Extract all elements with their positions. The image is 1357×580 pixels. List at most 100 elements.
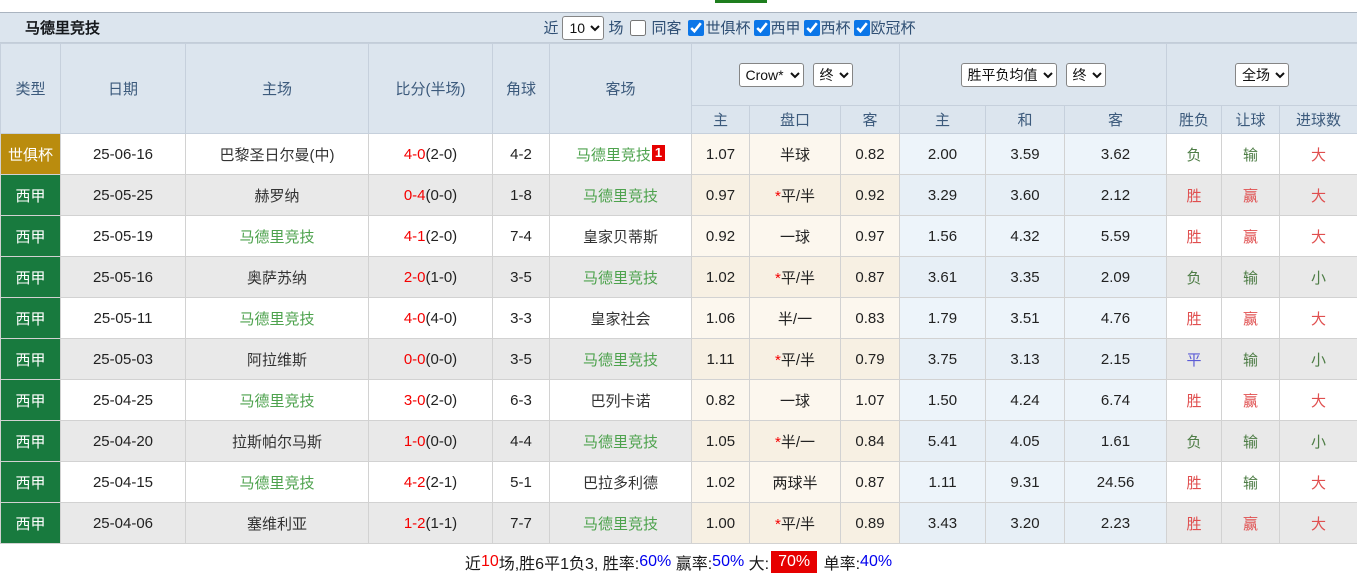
corners-cell: 4-4 (493, 421, 550, 462)
home-team-name[interactable]: 巴黎圣日尔曼(中) (220, 147, 335, 164)
handicap-result-cell: 输 (1222, 339, 1280, 380)
odds-home-cell: 1.07 (692, 134, 750, 175)
league-type-cell: 西甲 (1, 216, 61, 257)
result-group-header: 全场 (1167, 44, 1357, 106)
league-filter-club-world-cup: 世俱杯 (685, 17, 750, 38)
odds-home-cell: 1.02 (692, 462, 750, 503)
league-type-cell: 西甲 (1, 380, 61, 421)
home-team-name[interactable]: 拉斯帕尔马斯 (232, 434, 322, 451)
handicap-result-cell: 赢 (1222, 175, 1280, 216)
odds-home-cell: 0.82 (692, 380, 750, 421)
single-rate-value: 40% (860, 553, 892, 571)
halftime-score: (1-0) (426, 269, 458, 286)
league-type-cell: 西甲 (1, 339, 61, 380)
corners-cell: 3-3 (493, 298, 550, 339)
home-team-name[interactable]: 马德里竞技 (239, 393, 314, 410)
away-team-name[interactable]: 马德里竞技 (583, 270, 658, 287)
league-type-cell: 西甲 (1, 462, 61, 503)
avg-home-cell: 1.79 (900, 298, 986, 339)
score-cell: 1-0(0-0) (369, 421, 493, 462)
odds-away-cell: 0.92 (841, 175, 900, 216)
copa-checkbox[interactable] (804, 20, 820, 36)
home-team-name[interactable]: 马德里竞技 (239, 475, 314, 492)
handicap-cell: *平/半 (750, 175, 841, 216)
home-team-cell: 巴黎圣日尔曼(中) (186, 134, 369, 175)
halftime-score: (2-0) (426, 392, 458, 409)
handicap-result-cell: 赢 (1222, 380, 1280, 421)
corners-cell: 3-5 (493, 339, 550, 380)
corners-cell: 5-1 (493, 462, 550, 503)
result-cell: 胜 (1167, 503, 1222, 544)
away-team-name[interactable]: 马德里竞技 (583, 434, 658, 451)
laliga-checkbox[interactable] (754, 20, 770, 36)
home-team-name[interactable]: 塞维利亚 (247, 516, 307, 533)
ucl-label: 欧冠杯 (871, 17, 916, 38)
away-team-name[interactable]: 马德里竞技 (583, 352, 658, 369)
avg-away-cell: 2.23 (1065, 503, 1167, 544)
odds-away-cell: 0.82 (841, 134, 900, 175)
away-team-name[interactable]: 巴拉多利德 (583, 475, 658, 492)
goals-result-cell: 小 (1280, 339, 1357, 380)
home-team-name[interactable]: 奥萨苏纳 (247, 270, 307, 287)
odds-away-cell: 1.07 (841, 380, 900, 421)
home-team-name[interactable]: 阿拉维斯 (247, 352, 307, 369)
odds-home-cell: 1.11 (692, 339, 750, 380)
corners-cell: 3-5 (493, 257, 550, 298)
score-cell: 4-1(2-0) (369, 216, 493, 257)
odds-away-cell: 0.84 (841, 421, 900, 462)
away-team-name[interactable]: 马德里竞技 (576, 147, 651, 164)
header-home: 主场 (186, 44, 369, 134)
home-team-cell: 塞维利亚 (186, 503, 369, 544)
odds-group-header: Crow* 终 (692, 44, 900, 106)
home-team-cell: 马德里竞技 (186, 380, 369, 421)
goals-result-cell: 大 (1280, 175, 1357, 216)
ucl-checkbox[interactable] (854, 20, 870, 36)
corners-cell: 7-7 (493, 503, 550, 544)
avg-odds-select[interactable]: 胜平负均值 (961, 63, 1057, 87)
home-team-cell: 拉斯帕尔马斯 (186, 421, 369, 462)
score-cell: 4-0(2-0) (369, 134, 493, 175)
date-cell: 25-04-20 (61, 421, 186, 462)
score-cell: 4-0(4-0) (369, 298, 493, 339)
result-scope-select[interactable]: 全场 (1235, 63, 1289, 87)
handicap-cell: *平/半 (750, 339, 841, 380)
header-date: 日期 (61, 44, 186, 134)
over-rate-label: 大: (744, 550, 769, 574)
away-team-name[interactable]: 皇家贝蒂斯 (583, 229, 658, 246)
away-team-name[interactable]: 巴列卡诺 (590, 393, 650, 410)
away-team-cell: 马德里竞技 (550, 257, 692, 298)
handicap-result-cell: 输 (1222, 134, 1280, 175)
avg-stage-select[interactable]: 终 (1066, 63, 1106, 87)
club-world-cup-checkbox[interactable] (688, 20, 704, 36)
home-team-name[interactable]: 马德里竞技 (239, 311, 314, 328)
handicap-line: 一球 (780, 229, 810, 246)
result-cell: 胜 (1167, 380, 1222, 421)
fulltime-score: 2-0 (404, 269, 426, 286)
odds-away-cell: 0.87 (841, 257, 900, 298)
laliga-label: 西甲 (771, 17, 801, 38)
avg-away-cell: 5.59 (1065, 216, 1167, 257)
halftime-score: (1-1) (426, 515, 458, 532)
home-team-name[interactable]: 马德里竞技 (239, 229, 314, 246)
header-away: 客场 (550, 44, 692, 134)
away-team-cell: 马德里竞技 (550, 175, 692, 216)
match-row: 西甲 25-05-03 阿拉维斯 0-0(0-0) 3-5 马德里竞技 1.11… (1, 339, 1357, 380)
same-venue-checkbox[interactable] (630, 20, 646, 36)
away-team-name[interactable]: 马德里竞技 (583, 516, 658, 533)
result-cell: 负 (1167, 421, 1222, 462)
odds-home-cell: 1.00 (692, 503, 750, 544)
subheader-odds-away: 客 (841, 106, 900, 134)
home-team-name[interactable]: 赫罗纳 (254, 188, 299, 205)
odds-stage-select[interactable]: 终 (813, 63, 853, 87)
handicap-result-cell: 赢 (1222, 503, 1280, 544)
goals-result-cell: 大 (1280, 216, 1357, 257)
recent-count-select[interactable]: 10 (562, 16, 604, 40)
away-team-name[interactable]: 马德里竞技 (583, 188, 658, 205)
topbar: 马德里竞技 近 10 场 同客 世俱杯 西甲 西杯 欧冠杯 (0, 12, 1357, 43)
away-team-name[interactable]: 皇家社会 (590, 311, 650, 328)
odds-company-select[interactable]: Crow* (739, 63, 804, 87)
recent-label: 近 (543, 17, 558, 38)
date-cell: 25-05-25 (61, 175, 186, 216)
avg-away-cell: 2.15 (1065, 339, 1167, 380)
